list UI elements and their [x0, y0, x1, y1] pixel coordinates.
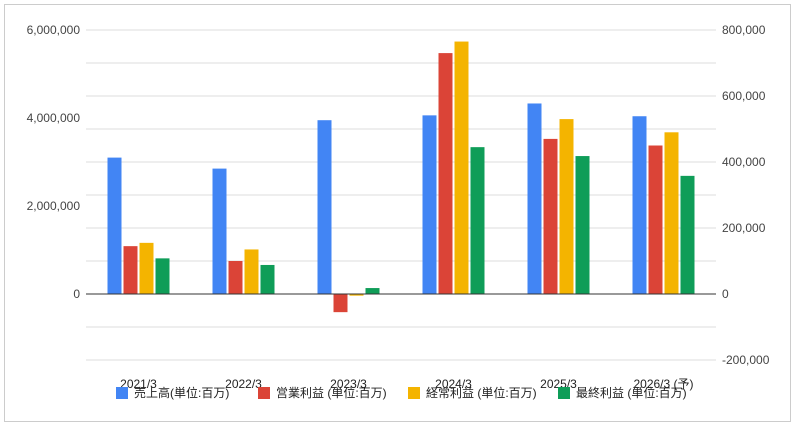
right-tick-label: -200,000 — [722, 353, 770, 367]
left-tick-label: 4,000,000 — [27, 111, 81, 125]
category-label: 2021/3 — [120, 377, 157, 391]
right-tick-label: 400,000 — [722, 155, 766, 169]
bar — [123, 246, 138, 294]
bar — [422, 115, 437, 294]
bar — [244, 249, 259, 294]
legend-label: 営業利益 (単位:百万) — [276, 385, 387, 400]
left-tick-label: 0 — [73, 287, 80, 301]
bar — [317, 120, 332, 294]
legend-item: 売上高(単位:百万) — [116, 385, 229, 400]
right-tick-label: 800,000 — [722, 23, 766, 37]
left-tick-label: 2,000,000 — [27, 199, 81, 213]
bar — [107, 157, 122, 294]
bar — [139, 242, 154, 294]
bar — [648, 145, 663, 294]
bar — [212, 168, 227, 294]
bar — [260, 264, 275, 294]
bar — [527, 103, 542, 294]
legend-item: 経常利益 (単位:百万) — [408, 385, 537, 400]
right-tick-label: 0 — [722, 287, 729, 301]
bar — [333, 294, 348, 313]
bar — [365, 288, 380, 294]
legend-item: 最終利益 (単位:百万) — [558, 385, 687, 400]
legend-swatch — [408, 387, 420, 399]
bar — [543, 138, 558, 294]
legend: 売上高(単位:百万) 営業利益 (単位:百万) 経常利益 (単位:百万) 最終利益 (… — [116, 385, 687, 400]
right-tick-label: 200,000 — [722, 221, 766, 235]
bar — [559, 119, 574, 294]
bar — [155, 258, 170, 294]
left-tick-label: 6,000,000 — [27, 23, 81, 37]
bars — [107, 41, 695, 313]
category-label: 2024/3 — [435, 377, 472, 391]
right-tick-label: 600,000 — [722, 89, 766, 103]
bar — [575, 156, 590, 294]
category-label: 2023/3 — [330, 377, 367, 391]
legend-swatch — [558, 387, 570, 399]
bar — [664, 132, 679, 294]
bar — [454, 41, 469, 294]
legend-label: 最終利益 (単位:百万) — [576, 385, 687, 400]
legend-label: 経常利益 (単位:百万) — [426, 385, 537, 400]
bar — [438, 53, 453, 294]
bar — [680, 175, 695, 294]
left-axis: 0 2,000,000 4,000,000 6,000,000 — [27, 23, 81, 301]
bar — [632, 116, 647, 295]
category-label: 2026/3 (予) — [633, 377, 693, 391]
right-axis: -200,000 0 200,000 400,000 600,000 800,000 — [722, 23, 770, 367]
bar — [228, 261, 243, 294]
bar — [349, 294, 364, 296]
category-label: 2022/3 — [225, 377, 262, 391]
category-labels: 2021/3 2022/3 2023/3 2024/3 2025/3 2026/3 (予) — [120, 377, 693, 391]
legend-label: 売上高(単位:百万) — [134, 385, 229, 400]
legend-swatch — [258, 387, 270, 399]
legend-item: 営業利益 (単位:百万) — [258, 385, 387, 400]
gridlines — [86, 29, 716, 361]
legend-swatch — [116, 387, 128, 399]
bar — [470, 147, 485, 294]
